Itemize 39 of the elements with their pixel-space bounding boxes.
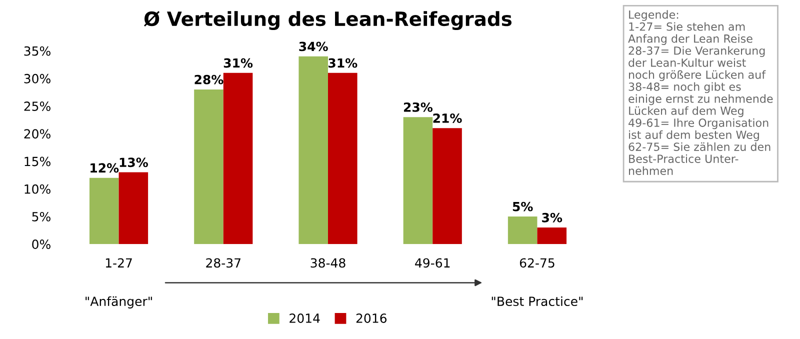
y-tick-label: 15% (24, 156, 50, 166)
bar (194, 89, 224, 244)
data-label: 21% (433, 113, 462, 123)
x-tick-label: 1-27 (106, 258, 132, 268)
data-label: 34% (299, 42, 328, 52)
legend-label: 2014 (290, 314, 320, 323)
y-tick-label: 30% (24, 74, 50, 84)
data-label: 13% (120, 158, 148, 168)
data-label: 31% (224, 58, 253, 68)
data-label: 23% (404, 102, 433, 112)
data-label: 12% (90, 163, 119, 173)
y-tick-label: 20% (24, 129, 50, 139)
y-tick-label: 0% (32, 240, 50, 250)
x-tick-label: 62-75 (520, 258, 554, 268)
y-tick-label: 10% (24, 184, 50, 194)
y-tick-label: 25% (24, 102, 50, 111)
bar (118, 172, 148, 244)
text: "Anfänger" (86, 296, 152, 308)
x-tick-label: 38-48 (310, 258, 346, 268)
data-label: 28% (194, 74, 224, 84)
bar (508, 216, 538, 244)
x-tick-label: 28-37 (206, 258, 240, 268)
bar (89, 178, 119, 244)
y-tick-label: 35% (24, 46, 50, 56)
x-tick-label: 49-61 (415, 258, 450, 268)
bar (298, 56, 328, 244)
data-label: 5% (512, 202, 533, 212)
bar (432, 128, 462, 244)
y-tick-label: 5% (32, 212, 50, 222)
chart-title: Ø Verteilung des Lean-Reifegrads (144, 10, 512, 30)
text: "Best Practice" (492, 296, 583, 306)
bar (223, 72, 253, 244)
text: Legende: 1-27= Sie stehen am Anfang der Lean Reise 28-37= Die Verankerung der Lean-Kultur weist noch größere Lücken auf 38-48= noch gibt es einige ernst zu nehmende Lücken auf dem Weg 49-61= Ihre Organisation ist auf dem besten Weg 62-75= Sie zählen zu den Best-Practice Unter- nehmen (628, 10, 773, 176)
data-label: 31% (328, 58, 358, 68)
bar (537, 228, 567, 244)
data-label: 3% (542, 212, 562, 222)
bar (328, 72, 358, 244)
bar (403, 117, 433, 244)
legend-label: 2016 (356, 314, 387, 323)
